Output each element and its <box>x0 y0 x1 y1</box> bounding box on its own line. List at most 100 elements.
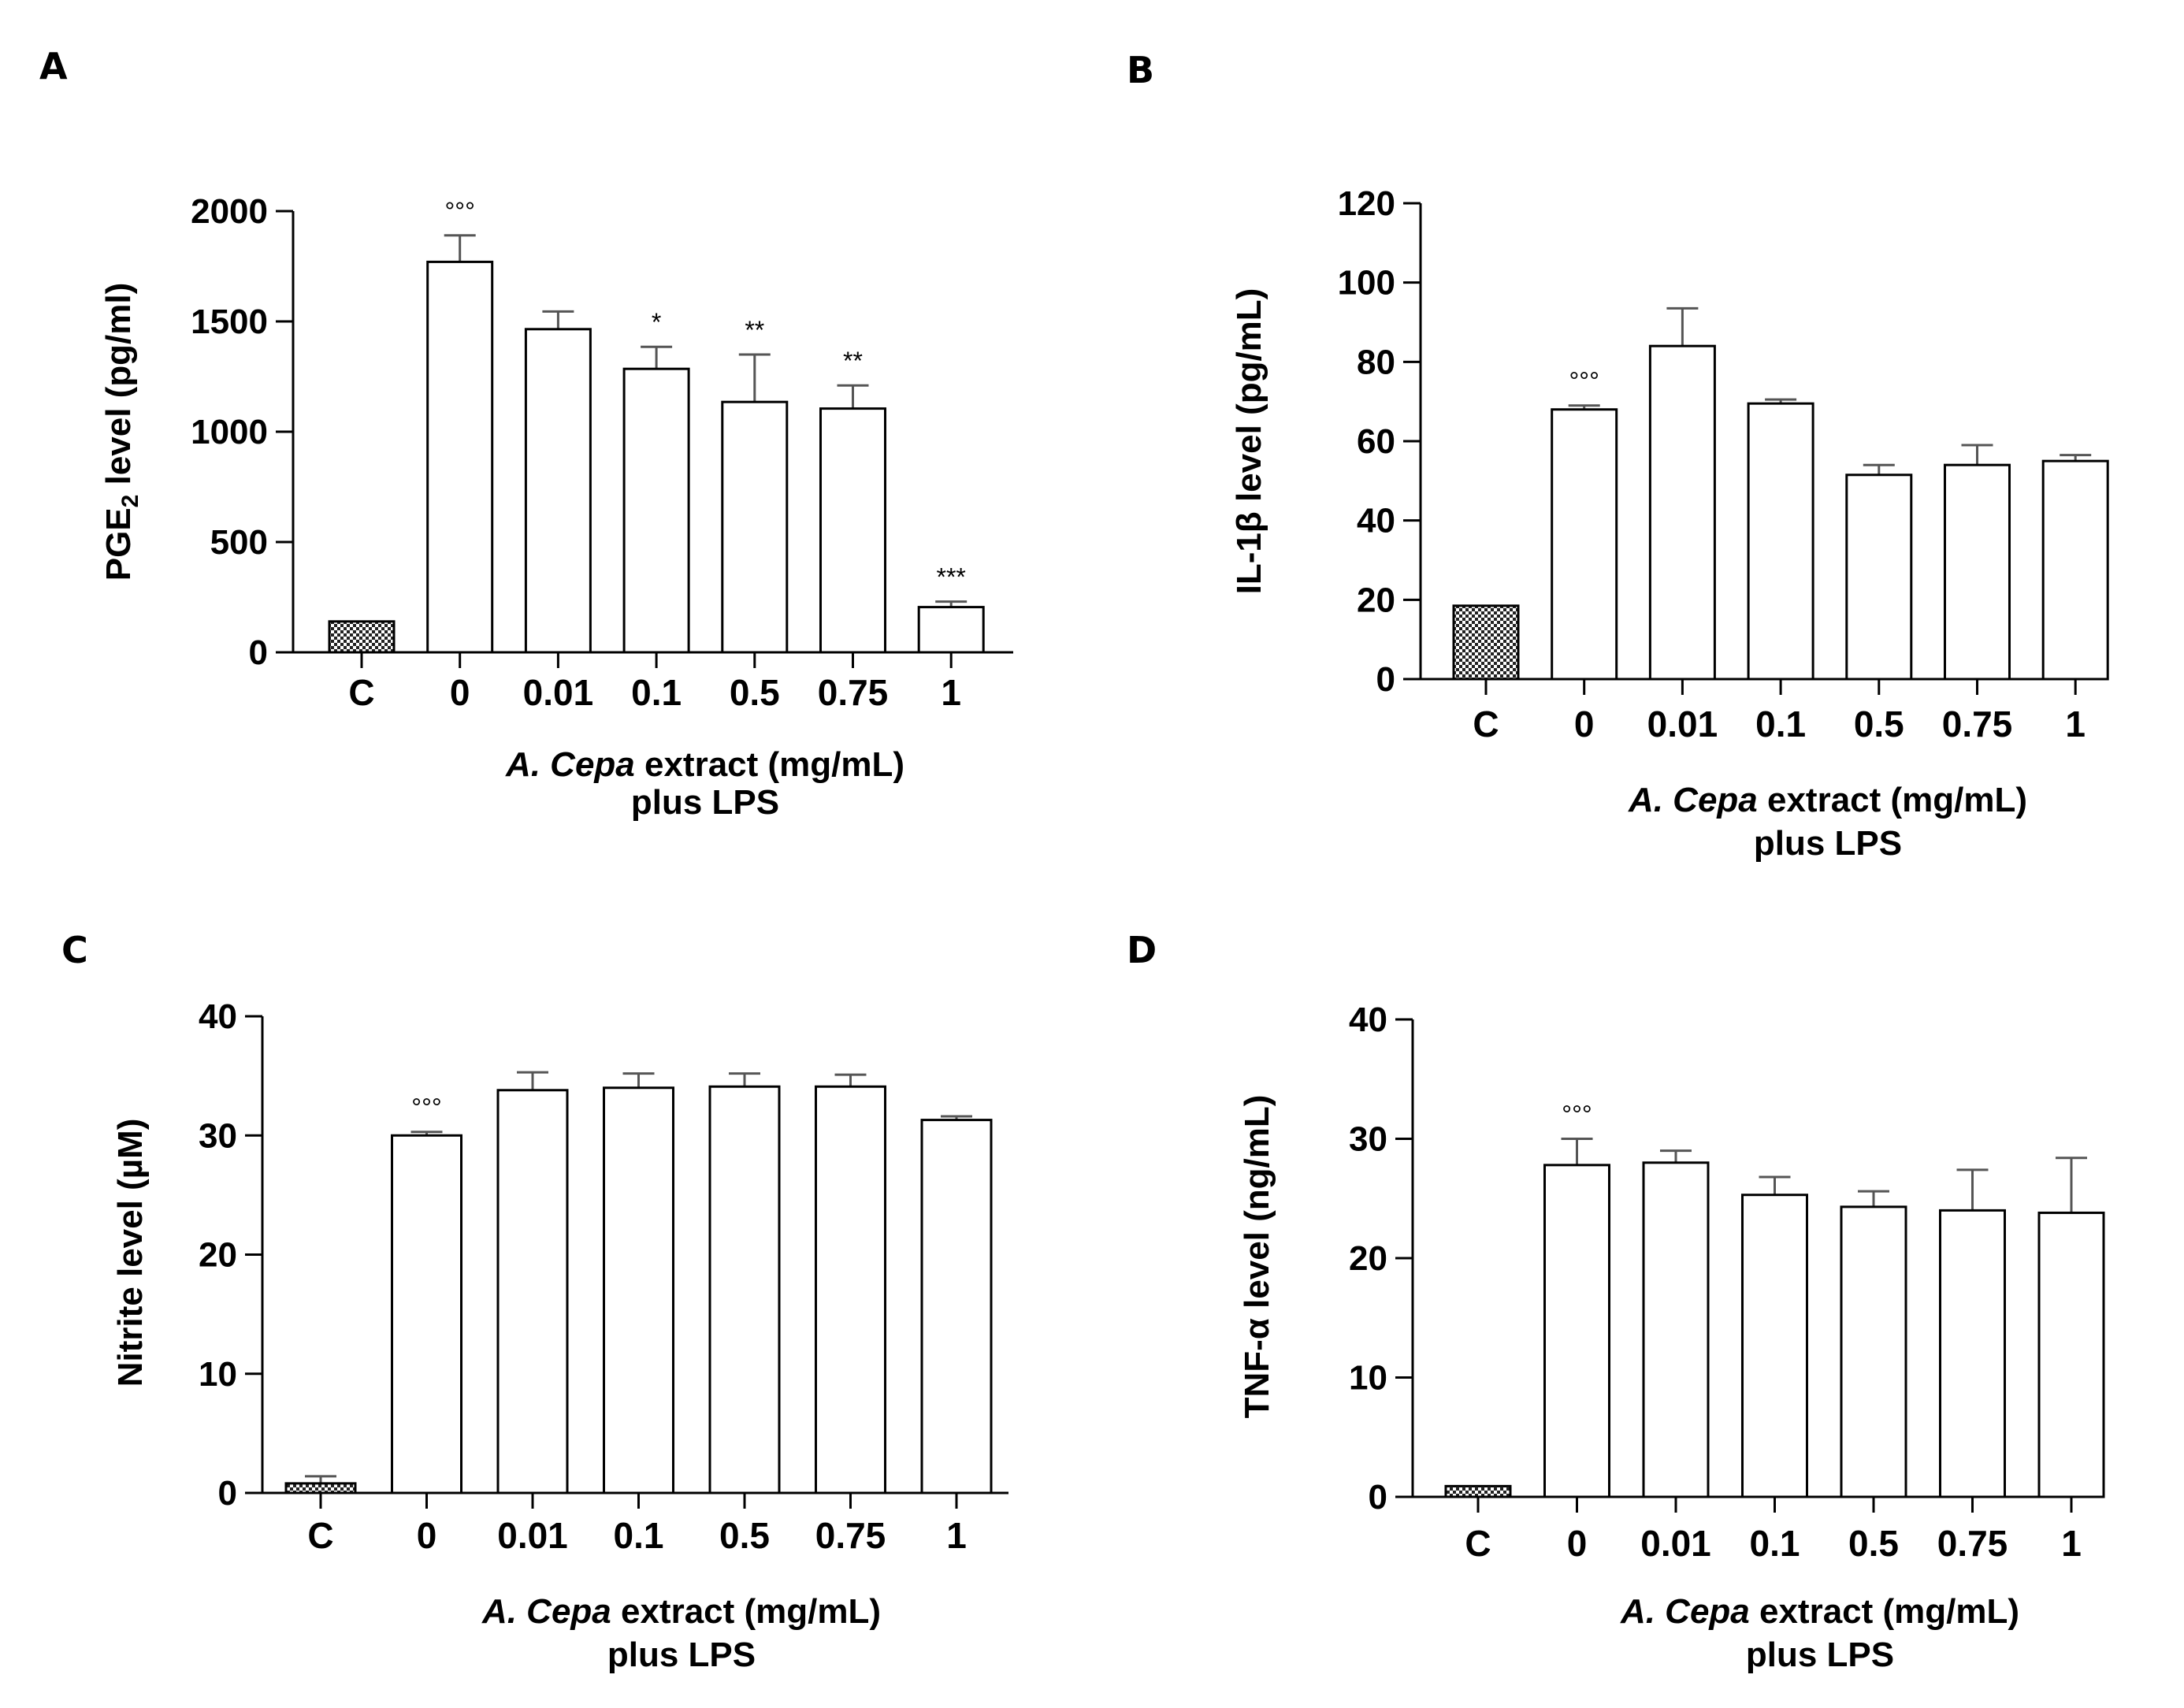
x-axis-title-line2: plus LPS <box>1754 824 1902 863</box>
x-tick-label: 0.75 <box>818 672 889 713</box>
y-axis-title: TNF-α level (ng/mL) <box>1238 1095 1276 1419</box>
significance-label: °°° <box>445 197 475 225</box>
y-tick-label: 10 <box>1349 1359 1387 1398</box>
x-tick-label: 0.01 <box>1640 1523 1711 1564</box>
x-tick-label: C <box>348 672 374 713</box>
x-tick-label: 0.75 <box>1942 704 2013 744</box>
y-tick-label: 120 <box>1338 184 1395 223</box>
x-axis-title: A. Cepa extract (mg/mL) <box>1628 781 2027 819</box>
control-bar <box>284 1482 357 1494</box>
y-tick-label: 40 <box>1349 1001 1387 1039</box>
y-tick-label: 40 <box>199 997 237 1036</box>
x-tick-label: C <box>307 1515 333 1556</box>
bar <box>391 1134 462 1494</box>
x-axis-title: A. Cepa extract (mg/mL) <box>505 745 904 784</box>
significance-label: * <box>652 308 661 336</box>
y-tick-label: 20 <box>1349 1239 1387 1278</box>
panel-d: D 0 10 20 30 40 C 0 °°° 0.01 0.1 0.5 0.75 1 A. Cepa ex… <box>1127 929 2105 1674</box>
x-tick-label: 0.75 <box>815 1515 886 1556</box>
x-tick-label: C <box>1465 1523 1491 1564</box>
y-tick-label: 0 <box>218 1474 237 1513</box>
y-tick-label: 20 <box>1357 581 1395 619</box>
significance-label: °°° <box>411 1093 441 1122</box>
x-tick-label: 0.75 <box>1937 1523 2008 1564</box>
panel-b: B 0 20 40 60 80 100 120 C 0 °°° 0.01 0.1 0.5 0.75 1 A. C… <box>1127 49 2109 863</box>
y-tick-label: 100 <box>1338 264 1395 303</box>
bar <box>2037 1211 2105 1498</box>
x-tick-label: 0 <box>417 1515 437 1556</box>
bar <box>603 1086 674 1494</box>
x-axis-title-line2: plus LPS <box>607 1636 756 1674</box>
y-tick-label: 10 <box>199 1355 237 1394</box>
x-tick-label: 0.1 <box>631 672 682 713</box>
x-axis-title-line2: plus LPS <box>1746 1636 1894 1674</box>
bar <box>708 1085 781 1494</box>
x-tick-label: 0.1 <box>1750 1523 1800 1564</box>
x-tick-label: 1 <box>946 1515 967 1556</box>
y-tick-label: 1000 <box>191 413 268 451</box>
y-axis-title: PGE2 level (pg/ml) <box>99 283 143 581</box>
x-tick-label: 0 <box>1574 704 1595 744</box>
significance-label: ** <box>745 316 764 344</box>
bar <box>1840 1205 1907 1498</box>
bar <box>496 1089 569 1494</box>
x-axis-title: A. Cepa extract (mg/mL) <box>1620 1592 2019 1631</box>
x-axis-title: A. Cepa extract (mg/mL) <box>481 1592 881 1631</box>
significance-label: *** <box>937 563 966 592</box>
control-bar <box>1444 1484 1512 1498</box>
x-axis-title-line2: plus LPS <box>631 783 779 822</box>
bar <box>524 328 592 654</box>
bar <box>1648 344 1716 681</box>
x-tick-label: 0 <box>1567 1523 1588 1564</box>
bar <box>1747 402 1814 681</box>
control-bar <box>1452 604 1520 681</box>
significance-label: ** <box>843 347 863 375</box>
panel-a: A 0 500 1000 1500 2000 C 0 °°° 0.01 0.1 * 0.5 ** 0.75 *… <box>39 45 1013 822</box>
y-tick-label: 0 <box>249 633 268 672</box>
y-axis-title: IL-1β level (pg/mL) <box>1230 288 1268 595</box>
panel-letter: B <box>1127 49 1154 91</box>
x-tick-label: 0 <box>450 672 470 713</box>
panel-letter: A <box>39 45 68 87</box>
y-tick-label: 60 <box>1357 422 1395 461</box>
y-tick-label: 20 <box>199 1236 237 1275</box>
panel-letter: C <box>61 929 88 971</box>
bar <box>2041 459 2109 681</box>
bar <box>1741 1194 1808 1498</box>
y-tick-label: 2000 <box>191 192 268 231</box>
panel-letter: D <box>1127 929 1157 971</box>
x-tick-label: 1 <box>2061 1523 2082 1564</box>
y-tick-label: 1500 <box>191 303 268 341</box>
x-tick-label: 0.01 <box>523 672 594 713</box>
bar <box>1939 1209 2006 1498</box>
significance-label: °°° <box>1562 1101 1592 1129</box>
y-tick-label: 30 <box>199 1116 237 1155</box>
bar <box>1845 473 1913 681</box>
bar <box>721 400 789 654</box>
bar <box>1543 1164 1610 1498</box>
y-tick-label: 0 <box>1369 1478 1387 1517</box>
x-tick-label: 0.5 <box>1848 1523 1899 1564</box>
bar <box>426 260 494 654</box>
x-tick-label: 0.5 <box>1854 704 1904 744</box>
control-bar <box>328 620 396 654</box>
bar <box>1642 1161 1710 1498</box>
y-axis-title: Nitrite level (µM) <box>111 1119 150 1387</box>
x-tick-label: 0.01 <box>1647 704 1718 744</box>
bar <box>917 606 985 654</box>
x-tick-label: 1 <box>941 672 961 713</box>
x-tick-label: 0.5 <box>730 672 780 713</box>
panel-c: C 0 10 20 30 40 C 0 °°° 0.01 0.1 0.5 0.75 1 A. Cepa ex… <box>61 929 1008 1674</box>
bar <box>920 1119 993 1494</box>
bar <box>815 1085 886 1494</box>
bar <box>1551 408 1618 681</box>
x-tick-label: 0.1 <box>614 1515 664 1556</box>
bar <box>819 407 886 654</box>
significance-label: °°° <box>1569 367 1599 395</box>
y-tick-label: 500 <box>210 523 268 562</box>
y-tick-label: 0 <box>1376 660 1395 699</box>
bar <box>622 367 690 654</box>
x-tick-label: 1 <box>2065 704 2086 744</box>
x-tick-label: C <box>1473 704 1499 744</box>
